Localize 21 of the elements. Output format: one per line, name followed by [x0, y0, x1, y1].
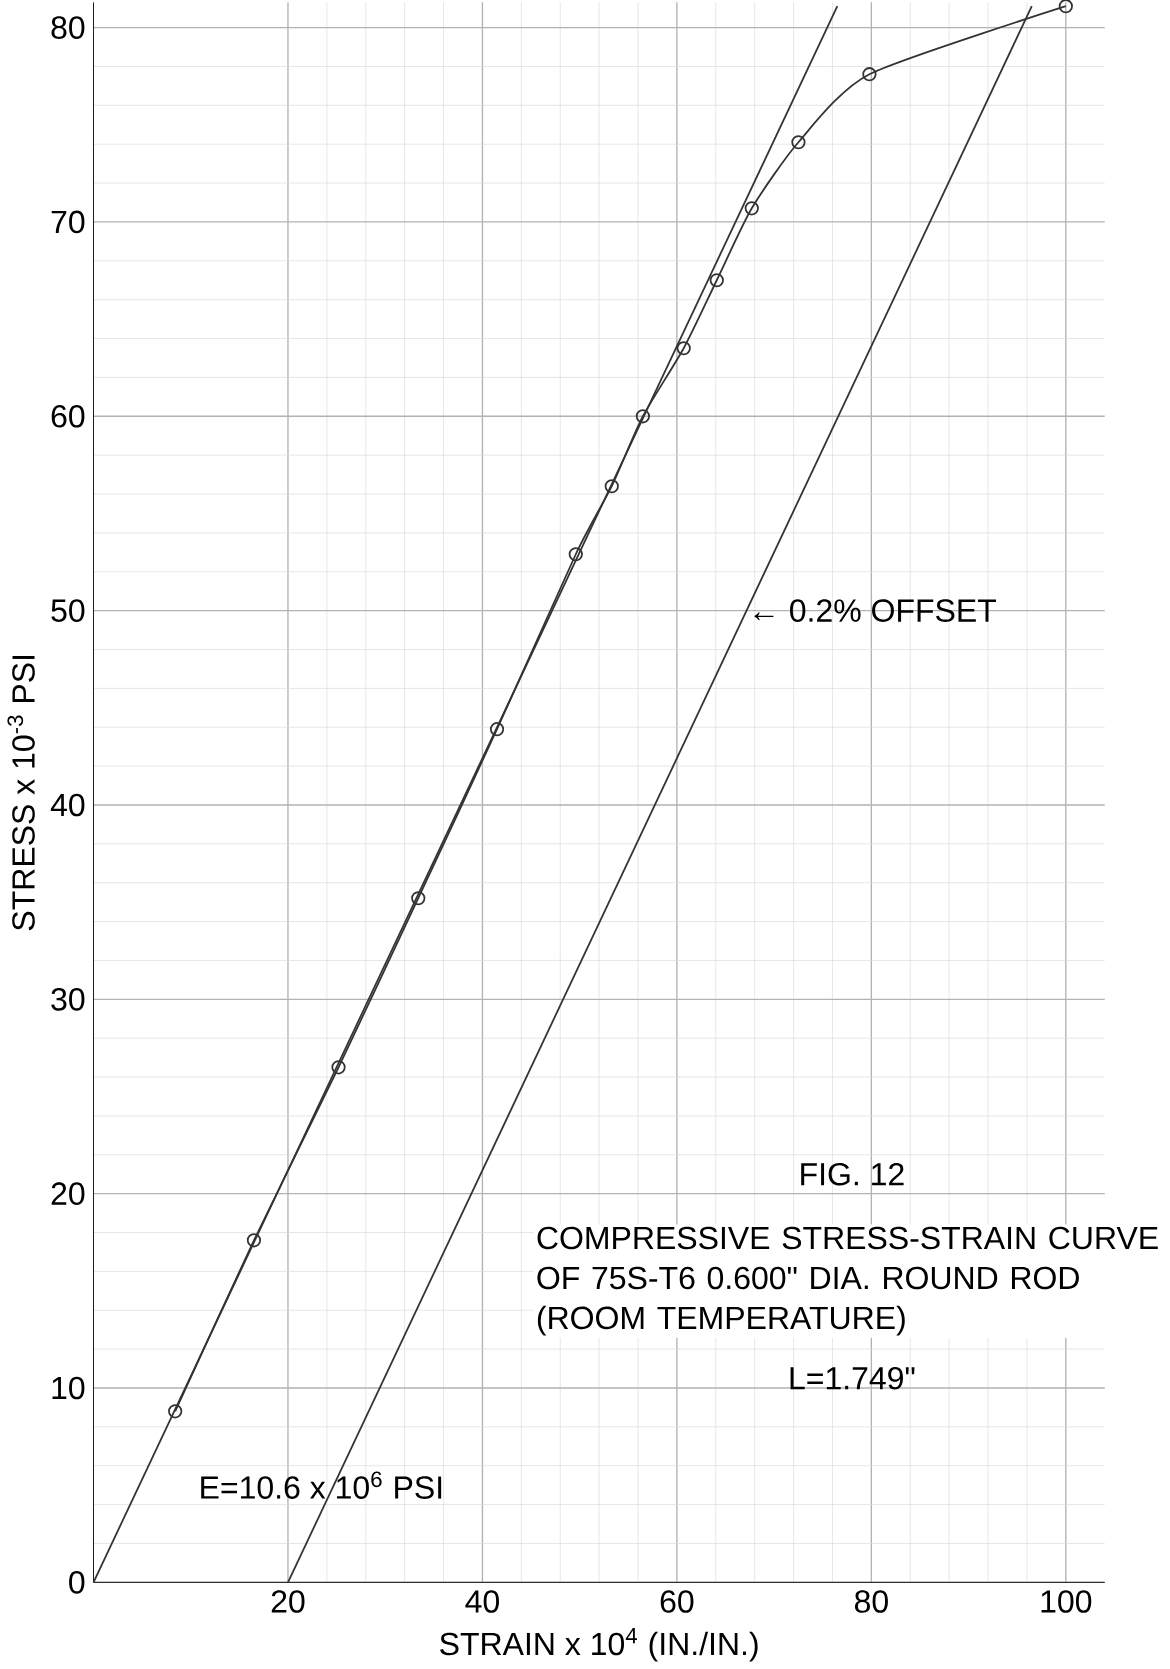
y-tick-label: 60 [51, 404, 85, 428]
text: FIG. 12 [801, 1162, 904, 1186]
y-tick-label: 70 [51, 210, 85, 234]
y-tick-label: 50 [51, 599, 85, 622]
annotation: E=10.6 x 10$^{6}$ PSI [201, 1471, 442, 1499]
y-tick-label: 40 [50, 793, 85, 817]
y-tick-label: 30 [51, 987, 85, 1011]
x-tick-label: 60 [660, 1590, 694, 1613]
x-axis-title: STRAIN x 10$^{4}$ (IN./IN.) [440, 1628, 758, 1662]
y-tick-label: 80 [51, 16, 85, 39]
x-tick-label: 40 [465, 1590, 499, 1613]
y-axis-title: STRESS x 10$^{-3}$ PSI [7, 655, 35, 931]
y-tick-label: 20 [51, 1182, 85, 1205]
annotation: ← 0.2% OFFSET [754, 599, 996, 622]
x-tick-label: 20 [271, 1590, 305, 1613]
text: COMPRESSIVE STRESS-STRAIN CURVE OF 75S-T6 0.600" DIA. ROUND ROD (ROOM TEMPERATURE) [537, 1226, 1158, 1336]
x-tick-label: 80 [854, 1590, 888, 1613]
x-tick-label: 100 [1041, 1590, 1092, 1613]
annotation: L=1.749" [790, 1366, 915, 1390]
y-tick-label: 0 [69, 1571, 85, 1594]
y-tick-label: 10 [52, 1376, 85, 1400]
